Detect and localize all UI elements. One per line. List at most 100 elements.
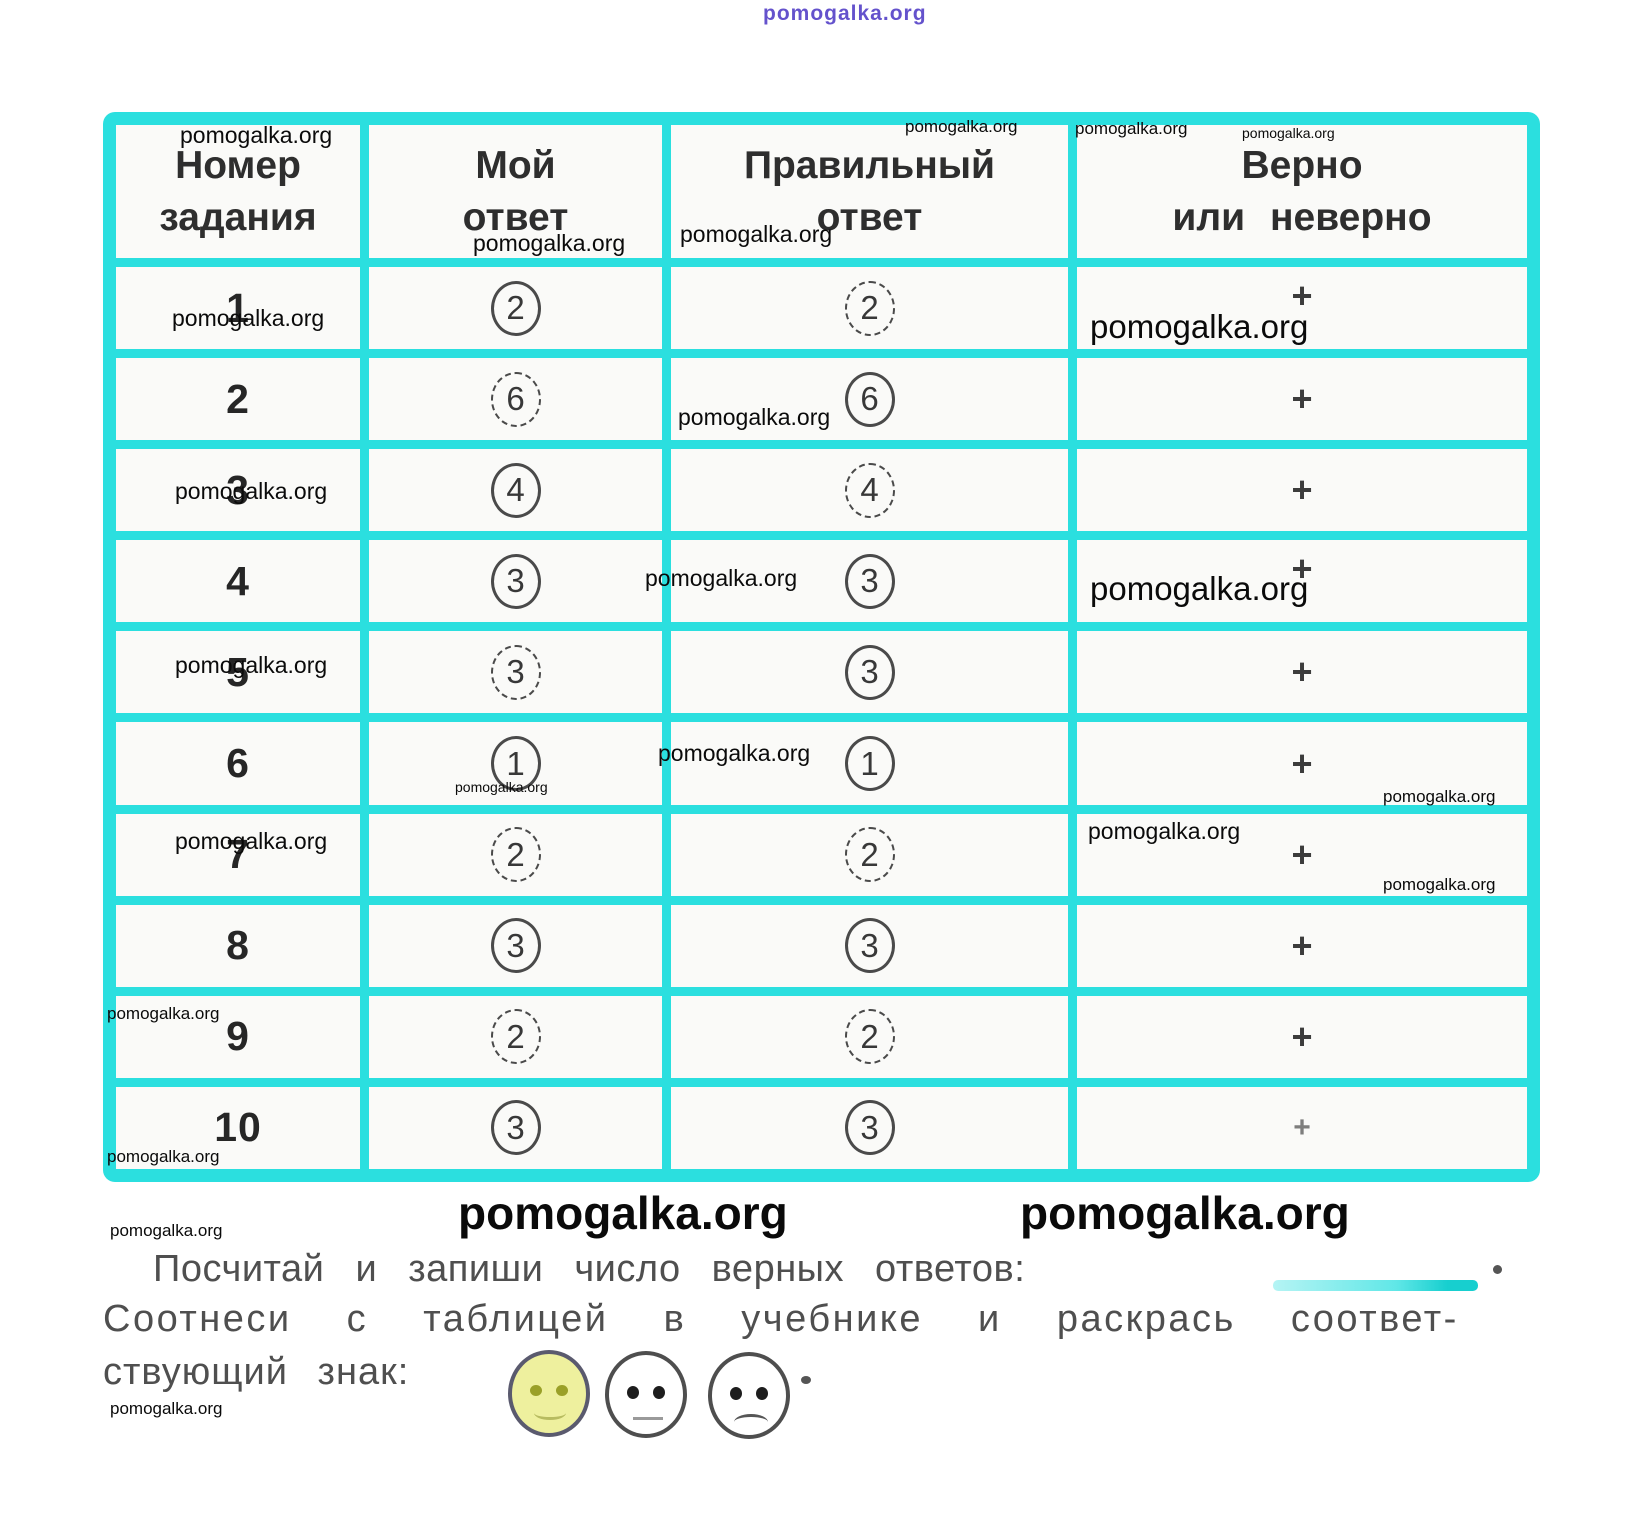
plus-mark: + xyxy=(1291,651,1313,693)
watermark: pomogalka.org xyxy=(1075,119,1188,138)
my-answer-circle: 2 xyxy=(490,1009,541,1065)
correct-answer-cell: 2 xyxy=(671,995,1068,1078)
my-answer-circle: 3 xyxy=(490,918,541,974)
answer-blank-line xyxy=(1273,1280,1478,1291)
watermark: pomogalka.org xyxy=(680,221,833,247)
correct-answer-cell: 3 xyxy=(671,1086,1068,1169)
correct-answer-circle: 4 xyxy=(844,462,895,518)
watermark: pomogalka.org xyxy=(1383,875,1496,894)
header-line: Правильный xyxy=(743,143,996,187)
task-number-cell: 2 xyxy=(116,358,360,441)
period-mark xyxy=(1493,1265,1502,1274)
plus-mark: + xyxy=(1291,275,1313,316)
eye xyxy=(730,1387,742,1400)
correct-answer-cell: 3 xyxy=(671,904,1068,987)
my-answer-circle: 6 xyxy=(490,371,541,427)
plus-mark: + xyxy=(1291,378,1313,420)
watermark: pomogalka.org xyxy=(1242,125,1335,141)
plus-mark: + xyxy=(1291,742,1313,784)
watermark: pomogalka.org xyxy=(678,404,831,430)
watermark: pomogalka.org xyxy=(110,1221,223,1240)
count-correct-prompt: Посчитай и запиши число верных ответов: xyxy=(153,1248,1026,1290)
period-mark xyxy=(801,1376,811,1384)
watermark: pomogalka.org xyxy=(175,828,328,854)
plus-mark: + xyxy=(1291,548,1313,590)
header-task-number: Номер задания xyxy=(116,125,360,258)
correct-answer-circle: 6 xyxy=(844,371,895,427)
watermark: pomogalka.org xyxy=(110,1399,223,1418)
task-number-cell: 9 xyxy=(116,995,360,1078)
header-line: Верно xyxy=(1241,143,1363,187)
watermark: pomogalka.org xyxy=(175,478,328,504)
sad-face-icon xyxy=(708,1352,790,1439)
watermark: pomogalka.org xyxy=(458,1187,788,1239)
my-answer-cell: 3 xyxy=(369,540,662,623)
correct-answer-cell: 1 xyxy=(671,722,1068,805)
watermark: pomogalka.org xyxy=(645,565,798,591)
my-answer-circle: 3 xyxy=(490,644,541,700)
eye xyxy=(627,1386,639,1399)
task-number-cell: 8 xyxy=(116,904,360,987)
correct-answer-cell: 3 xyxy=(671,631,1068,714)
my-answer-circle: 3 xyxy=(490,1100,541,1156)
verdict-cell: + xyxy=(1077,449,1527,532)
my-answer-circle: 2 xyxy=(490,280,541,336)
my-answer-circle: 3 xyxy=(490,553,541,609)
my-answer-cell: 2 xyxy=(369,267,662,350)
correct-answer-cell: 2 xyxy=(671,813,1068,896)
watermark: pomogalka.org xyxy=(455,779,548,795)
watermark: pomogalka.org xyxy=(658,740,811,766)
watermark: pomogalka.org xyxy=(1383,787,1496,806)
correct-answer-circle: 3 xyxy=(844,918,895,974)
header-line: ответ xyxy=(816,195,923,239)
eye xyxy=(556,1385,568,1396)
correct-answer-cell: 2 xyxy=(671,267,1068,350)
header-my-answer: Мой ответ xyxy=(369,125,662,258)
correct-answer-cell: 6 xyxy=(671,358,1068,441)
my-answer-cell: 6 xyxy=(369,358,662,441)
header-line: задания xyxy=(159,195,317,239)
watermark: pomogalka.org xyxy=(1090,308,1309,345)
eye xyxy=(756,1387,768,1400)
watermark: pomogalka.org xyxy=(473,230,626,256)
mouth xyxy=(534,1406,566,1420)
correct-answer-circle: 3 xyxy=(844,644,895,700)
correct-answer-circle: 2 xyxy=(844,280,895,336)
header-line: Мой xyxy=(475,143,556,187)
plus-mark: + xyxy=(1291,924,1313,966)
task-number-cell: 7 xyxy=(116,813,360,896)
correct-answer-cell: 4 xyxy=(671,449,1068,532)
verdict-cell: + xyxy=(1077,904,1527,987)
verdict-cell: + xyxy=(1077,358,1527,441)
header-verdict: Верно или неверно xyxy=(1077,125,1527,258)
my-answer-cell: 4 xyxy=(369,449,662,532)
eye xyxy=(530,1385,542,1396)
my-answer-cell: 1 xyxy=(369,722,662,805)
task-number-cell: 4 xyxy=(116,540,360,623)
verdict-cell: + xyxy=(1077,722,1527,805)
match-table-prompt: Соотнеси с таблицей в учебнике и раскрас… xyxy=(103,1298,1459,1340)
correct-answer-cell: 3 xyxy=(671,540,1068,623)
answers-table: Номер задания Мой ответ Правильный ответ… xyxy=(103,112,1540,1182)
mouth xyxy=(734,1414,768,1430)
watermark: pomogalka.org xyxy=(1088,818,1241,844)
correct-answer-circle: 2 xyxy=(844,1009,895,1065)
mouth xyxy=(633,1417,663,1420)
plus-mark: + xyxy=(1291,1015,1313,1057)
correct-answer-circle: 3 xyxy=(844,1100,895,1156)
header-line: ответ xyxy=(462,195,569,239)
verdict-cell: + xyxy=(1077,631,1527,714)
watermark: pomogalka.org xyxy=(763,2,927,25)
my-answer-cell: 2 xyxy=(369,995,662,1078)
verdict-cell: + xyxy=(1077,1086,1527,1169)
watermark: pomogalka.org xyxy=(107,1147,220,1166)
verdict-cell: + xyxy=(1077,995,1527,1078)
happy-face-icon xyxy=(508,1350,590,1437)
plus-mark: + xyxy=(1293,1110,1311,1144)
task-number-cell: 10 xyxy=(116,1086,360,1169)
plus-mark: + xyxy=(1291,833,1313,875)
task-number-cell: 5 xyxy=(116,631,360,714)
correct-answer-circle: 1 xyxy=(844,736,895,792)
task-number-cell: 6 xyxy=(116,722,360,805)
